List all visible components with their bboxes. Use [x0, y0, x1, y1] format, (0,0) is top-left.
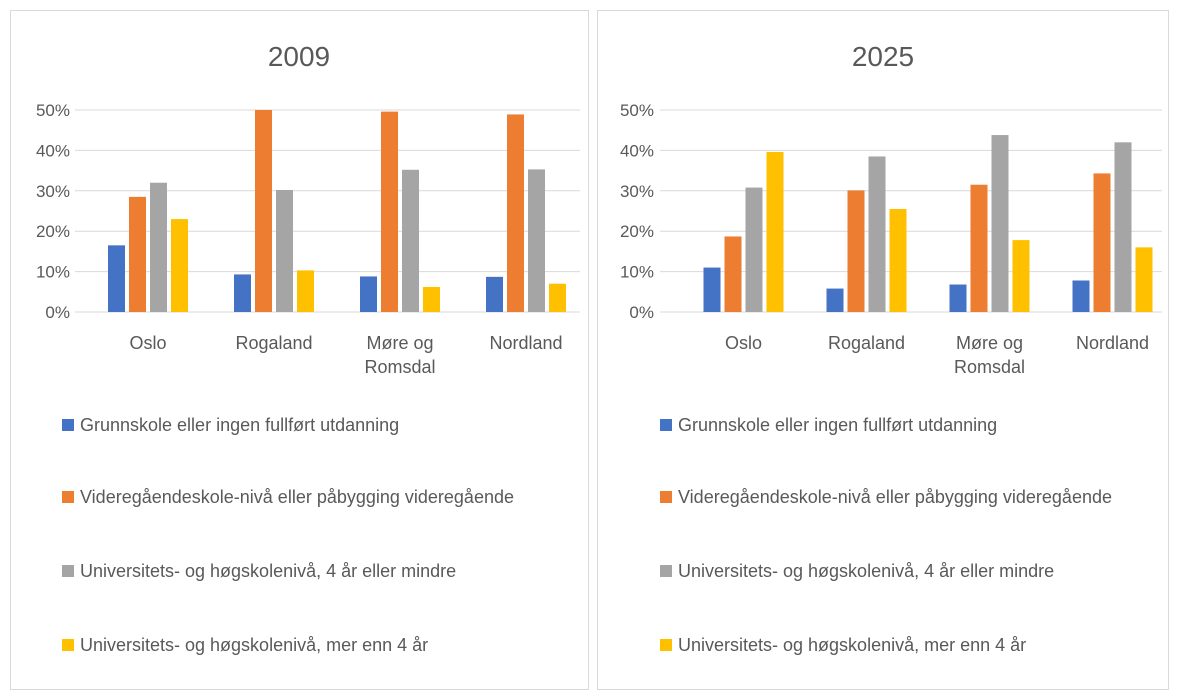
page: 2009 0% 10% 20% 30% 40% 50% 2025 0% 10% 20% 30% 40% 5…: [10, 10, 1169, 690]
chart-title: 2009: [268, 41, 330, 72]
bar: [826, 288, 844, 312]
legend-swatch: [660, 419, 672, 431]
legend-label: Videregåendeskole-nivå eller påbygging v…: [80, 487, 514, 507]
bar: [847, 190, 865, 312]
legend-swatch: [62, 639, 74, 651]
bar: [1135, 247, 1153, 312]
legend-swatch: [660, 491, 672, 503]
legend-swatch: [660, 639, 672, 651]
chart-title: 2025: [852, 41, 914, 72]
legend-label: Universitets- og høgskolenivå, mer enn 4…: [678, 635, 1027, 655]
y-tick-label: 0%: [45, 303, 70, 322]
bar: [129, 196, 146, 312]
x-tick-label: Oslo: [724, 333, 762, 353]
bar: [150, 182, 167, 312]
bar: [486, 276, 503, 312]
x-tick-label: Rogaland: [827, 333, 906, 353]
y-tick-label: 40%: [36, 141, 70, 160]
x-tick-label: Nordland: [489, 333, 563, 353]
legend-swatch: [62, 491, 74, 503]
y-tick-label: 10%: [620, 263, 654, 282]
bar: [970, 184, 988, 312]
bar: [766, 152, 784, 312]
y-tick-label: 20%: [36, 222, 70, 241]
bar: [889, 208, 907, 312]
legend-label: Grunnskole eller ingen fullført utdannin…: [678, 415, 998, 435]
bar: [1072, 280, 1090, 312]
bar: [171, 219, 188, 312]
legend-label: Videregåendeskole-nivå eller påbygging v…: [678, 487, 1112, 507]
bar: [423, 286, 440, 312]
legend-swatch: [62, 565, 74, 577]
bar: [745, 187, 763, 312]
bar: [360, 276, 377, 312]
legend-label: Grunnskole eller ingen fullført utdannin…: [80, 415, 400, 435]
legend-swatch: [660, 565, 672, 577]
y-tick-label: 10%: [36, 263, 70, 282]
bar: [507, 114, 524, 312]
bar: [991, 135, 1009, 312]
bar: [703, 267, 721, 312]
bar: [234, 274, 251, 312]
x-tick-label: Rogaland: [235, 333, 313, 353]
bar: [528, 169, 545, 312]
x-tick-label: Nordland: [1075, 333, 1150, 353]
bar: [297, 270, 314, 312]
legend-label: Universitets- og høgskolenivå, 4 år elle…: [80, 561, 457, 581]
bar: [1093, 173, 1111, 312]
x-tick-label: Oslo: [129, 333, 167, 353]
y-tick-label: 50%: [36, 101, 70, 120]
y-tick-label: 30%: [620, 182, 654, 201]
x-tick-label: Møre og Romsdal: [364, 333, 436, 377]
legend-label: Universitets- og høgskolenivå, 4 år elle…: [678, 561, 1055, 581]
y-tick-label: 0%: [629, 303, 654, 322]
bar: [276, 189, 293, 312]
bar: [381, 111, 398, 312]
x-tick-label: Møre og Romsdal: [953, 333, 1026, 377]
legend-swatch: [62, 419, 74, 431]
legend-label: Universitets- og høgskolenivå, mer enn 4…: [80, 635, 429, 655]
bar: [868, 156, 886, 312]
chart: 2009 0% 10% 20% 30% 40% 50% 2025 0% 10% 20% 30% 40% 5…: [36, 41, 1162, 322]
y-tick-label: 30%: [36, 182, 70, 201]
y-tick-label: 20%: [620, 222, 654, 241]
bar: [549, 283, 566, 312]
bar: [108, 245, 125, 312]
bar: [255, 110, 272, 312]
bar: [1114, 142, 1132, 312]
y-tick-label: 40%: [620, 141, 654, 160]
bar: [402, 169, 419, 312]
y-tick-label: 50%: [620, 101, 654, 120]
bar: [1012, 240, 1030, 312]
bar: [949, 284, 967, 312]
bar: [724, 236, 742, 312]
